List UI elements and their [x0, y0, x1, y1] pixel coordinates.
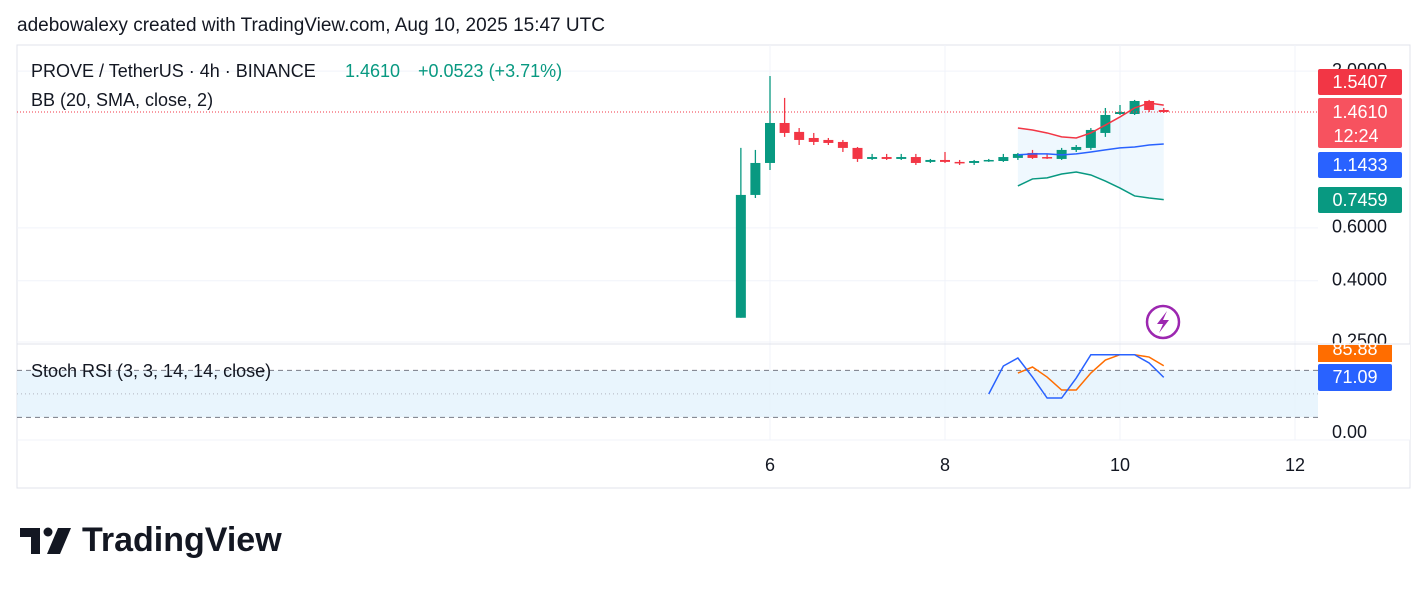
value-box: [1318, 152, 1402, 178]
candle-body: [735, 194, 746, 318]
candle-body: [1114, 112, 1125, 114]
x-tick-label: 8: [940, 455, 950, 475]
lightning-icon: [1145, 304, 1181, 340]
candle-body: [925, 159, 936, 162]
value-box: [1318, 187, 1402, 213]
candle-body: [910, 157, 921, 163]
candle-body: [983, 159, 994, 162]
candle-body: [867, 157, 878, 159]
candle-body: [765, 122, 776, 163]
candle-body: [779, 122, 790, 133]
legend-change: +0.0523 (+3.71%): [418, 61, 562, 81]
x-tick-label: 10: [1110, 455, 1130, 475]
candle-body: [1158, 109, 1169, 113]
legend-price: 1.4610: [345, 61, 400, 81]
credit: adebowalexy created with TradingView.com…: [17, 15, 605, 36]
value-box: [1318, 364, 1392, 391]
candle-body: [808, 137, 819, 142]
candle-body: [1012, 153, 1023, 158]
candle-body: [998, 157, 1009, 162]
candle-body: [852, 147, 863, 159]
frame: [16, 44, 1411, 489]
symbol: PROVE / TetherUS · 4h · BINANCE: [31, 61, 316, 81]
bb-legend: BB (20, SMA, close, 2): [31, 90, 213, 110]
candle-body: [1100, 114, 1111, 133]
candle-body: [1144, 100, 1155, 110]
overlay: PROVE / TetherUS · 4h · BINANCE 1.4610 +…: [31, 61, 1181, 381]
value-box: [1318, 345, 1392, 362]
countdown: 12:24: [1333, 126, 1378, 146]
value-box: [1318, 98, 1402, 148]
bb-line: [1017, 171, 1164, 201]
value-label: 1.1433: [1332, 155, 1387, 175]
value-label: 1.4610: [1332, 102, 1387, 122]
bb-line: [1017, 102, 1164, 139]
plot: 6810122.00000.60000.40000.25000.001.5407…: [17, 45, 1410, 475]
candle-body: [794, 131, 805, 140]
stoch-line: [1017, 353, 1165, 391]
candle-body: [969, 161, 980, 163]
value-label: 1.5407: [1332, 72, 1387, 92]
value-label: 0.7459: [1332, 190, 1387, 210]
stoch-legend: Stoch RSI (3, 3, 14, 14, close): [31, 361, 271, 381]
x-tick-label: 12: [1285, 455, 1305, 475]
candle-body: [1071, 146, 1082, 150]
candle-body: [939, 159, 950, 162]
bb-line: [1017, 143, 1164, 156]
candle-body: [750, 162, 761, 195]
candle-body: [837, 141, 848, 148]
candle-body: [896, 157, 907, 159]
logo: TradingView: [20, 521, 282, 559]
x-tick-label: 6: [765, 455, 775, 475]
y-tick-label: 0.4000: [1332, 269, 1387, 289]
candle-body: [1042, 157, 1053, 159]
candle-body: [823, 139, 834, 143]
logo-text: TradingView: [82, 521, 282, 559]
candle-body: [1027, 152, 1038, 158]
value-label: 85.88: [1332, 339, 1377, 359]
stoch-line: [988, 353, 1165, 399]
value-label: 71.09: [1332, 367, 1377, 387]
candle-body: [954, 161, 965, 164]
candle-body: [1085, 129, 1096, 148]
y-tick-label: 0.6000: [1332, 217, 1387, 237]
value-box: [1318, 69, 1402, 95]
candle-body: [881, 157, 892, 159]
y-tick-label: 0.00: [1332, 422, 1367, 442]
